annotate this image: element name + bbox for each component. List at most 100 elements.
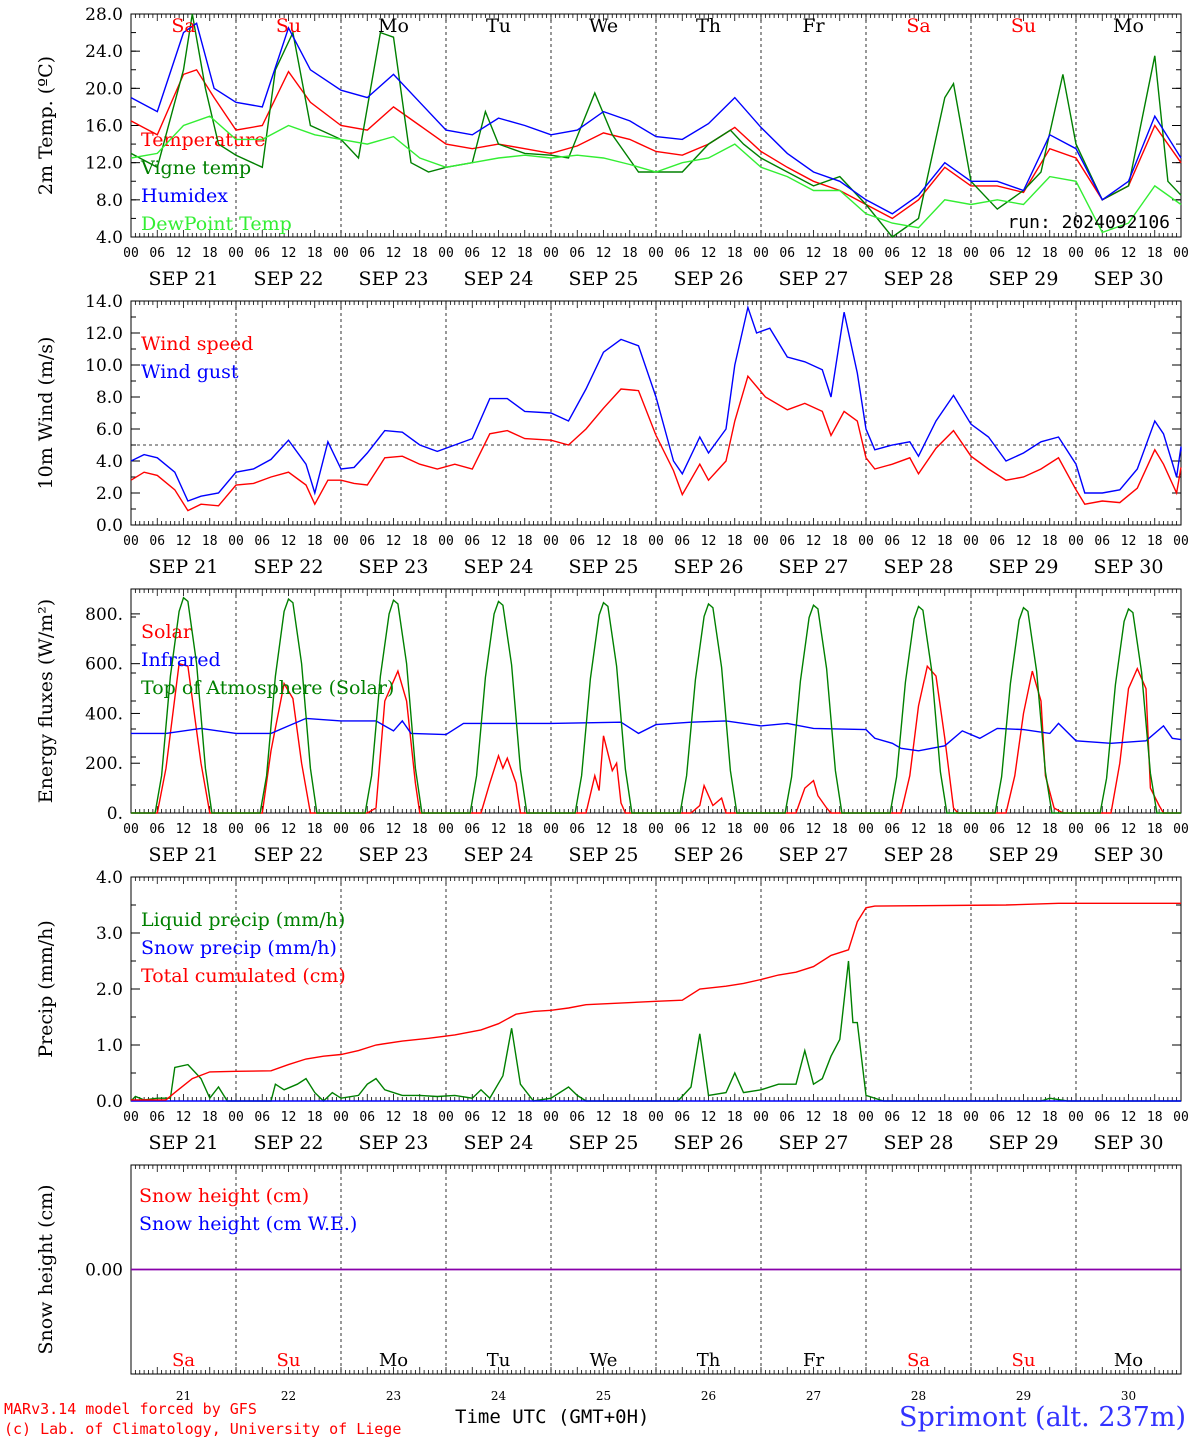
y-tick-label: 8.0 (96, 388, 123, 408)
hour-tick-label: 12 (806, 1110, 822, 1125)
legend-entry: Infrared (141, 649, 221, 671)
hour-tick-label: 06 (359, 534, 375, 549)
hour-tick-label: 12 (1121, 246, 1137, 261)
legend-entry: Humidex (141, 185, 228, 207)
hour-tick-label: 00 (543, 822, 559, 837)
hour-tick-label: 06 (779, 534, 795, 549)
hour-tick-label: 06 (254, 822, 270, 837)
weekday-label: Tu (487, 1350, 511, 1371)
weekday-label: Su (1012, 1350, 1036, 1371)
hour-tick-label: 06 (464, 534, 480, 549)
date-label: SEP 29 (989, 268, 1059, 290)
hour-tick-label: 18 (727, 534, 743, 549)
hour-tick-label: 00 (858, 534, 874, 549)
date-label: SEP 24 (464, 556, 534, 578)
y-tick-label: 4.0 (96, 228, 123, 248)
lab-credit-line: (c) Lab. of Climatology, University of L… (4, 1420, 402, 1438)
hour-tick-label: 18 (1042, 246, 1058, 261)
hour-tick-label: 00 (228, 1110, 244, 1125)
model-credit-line: MARv3.14 model forced by GFS (4, 1400, 257, 1418)
hour-tick-label: 18 (832, 246, 848, 261)
hour-tick-label: 18 (1147, 246, 1163, 261)
hour-tick-label: 00 (333, 822, 349, 837)
hour-tick-label: 00 (963, 822, 979, 837)
hour-tick-label: 00 (963, 1110, 979, 1125)
hour-tick-label: 00 (438, 822, 454, 837)
hour-tick-label: 06 (464, 822, 480, 837)
hour-tick-label: 18 (517, 822, 533, 837)
day-number-label: 22 (281, 1389, 296, 1403)
day-number-label: 25 (596, 1389, 611, 1403)
hour-tick-label: 12 (281, 534, 297, 549)
date-label: SEP 30 (1094, 268, 1164, 290)
date-label: SEP 26 (674, 1132, 744, 1154)
y-tick-label: 600. (85, 655, 123, 675)
hour-tick-label: 18 (727, 822, 743, 837)
series-line-humidex (130, 22, 1182, 215)
hour-tick-label: 06 (989, 1110, 1005, 1125)
date-label: SEP 28 (884, 1132, 954, 1154)
hour-tick-label: 12 (491, 246, 507, 261)
hour-tick-label: 00 (1173, 534, 1189, 549)
hour-tick-label: 06 (674, 1110, 690, 1125)
hour-tick-label: 18 (307, 822, 323, 837)
series-line-top-of-atmosphere-solar- (131, 596, 1181, 814)
date-label: SEP 25 (569, 1132, 639, 1154)
date-label: SEP 24 (464, 1132, 534, 1154)
y-tick-label: 12.0 (85, 154, 123, 174)
hour-tick-label: 06 (254, 534, 270, 549)
hour-tick-label: 18 (1147, 822, 1163, 837)
date-label: SEP 26 (674, 556, 744, 578)
hour-tick-label: 00 (963, 246, 979, 261)
hour-tick-label: 06 (989, 534, 1005, 549)
hour-tick-label: 18 (1042, 1110, 1058, 1125)
hour-tick-label: 00 (333, 246, 349, 261)
date-label: SEP 30 (1094, 556, 1164, 578)
y-tick-label: 0.00 (85, 1261, 123, 1281)
series-line-wind-gust (130, 304, 1182, 502)
hour-tick-label: 18 (517, 534, 533, 549)
hour-tick-label: 00 (963, 534, 979, 549)
hour-tick-label: 12 (596, 534, 612, 549)
y-axis-label: 2m Temp. (ºC) (35, 56, 57, 195)
hour-tick-label: 00 (1173, 246, 1189, 261)
hour-tick-label: 06 (674, 822, 690, 837)
hour-tick-label: 12 (491, 534, 507, 549)
hour-tick-label: 00 (648, 246, 664, 261)
hour-tick-label: 18 (1147, 534, 1163, 549)
hour-tick-label: 12 (1016, 822, 1032, 837)
date-label: SEP 30 (1094, 1132, 1164, 1154)
hour-tick-label: 06 (779, 246, 795, 261)
hour-tick-label: 00 (858, 246, 874, 261)
hour-tick-label: 12 (701, 534, 717, 549)
hour-tick-label: 12 (1016, 534, 1032, 549)
hour-tick-label: 06 (464, 1110, 480, 1125)
legend-entry: Snow height (cm) (139, 1185, 309, 1207)
hour-tick-label: 12 (911, 822, 927, 837)
hour-tick-label: 00 (228, 534, 244, 549)
hour-tick-label: 18 (937, 1110, 953, 1125)
legend-entry: Wind speed (141, 333, 253, 355)
hour-tick-label: 18 (412, 534, 428, 549)
y-tick-label: 8.0 (96, 191, 123, 211)
hour-tick-label: 18 (727, 246, 743, 261)
hour-tick-label: 06 (1094, 822, 1110, 837)
date-label: SEP 28 (884, 268, 954, 290)
hour-tick-label: 18 (202, 822, 218, 837)
hour-tick-label: 00 (648, 1110, 664, 1125)
hour-tick-label: 12 (701, 246, 717, 261)
y-tick-label: 4.0 (96, 452, 123, 472)
hour-tick-label: 12 (911, 1110, 927, 1125)
hour-tick-label: 00 (1173, 1110, 1189, 1125)
weekday-label: Th (697, 1350, 721, 1371)
hour-tick-label: 06 (884, 246, 900, 261)
date-label: SEP 23 (359, 844, 429, 866)
hour-tick-label: 06 (569, 246, 585, 261)
series-line-vigne-temp (130, 13, 1182, 238)
y-tick-label: 2.0 (96, 484, 123, 504)
series-line-total-cumulated-cm- (131, 902, 1181, 1101)
hour-tick-label: 18 (307, 534, 323, 549)
y-axis-label: Precip (mm/h) (35, 920, 57, 1058)
hour-tick-label: 00 (123, 1110, 139, 1125)
hour-tick-label: 12 (596, 1110, 612, 1125)
